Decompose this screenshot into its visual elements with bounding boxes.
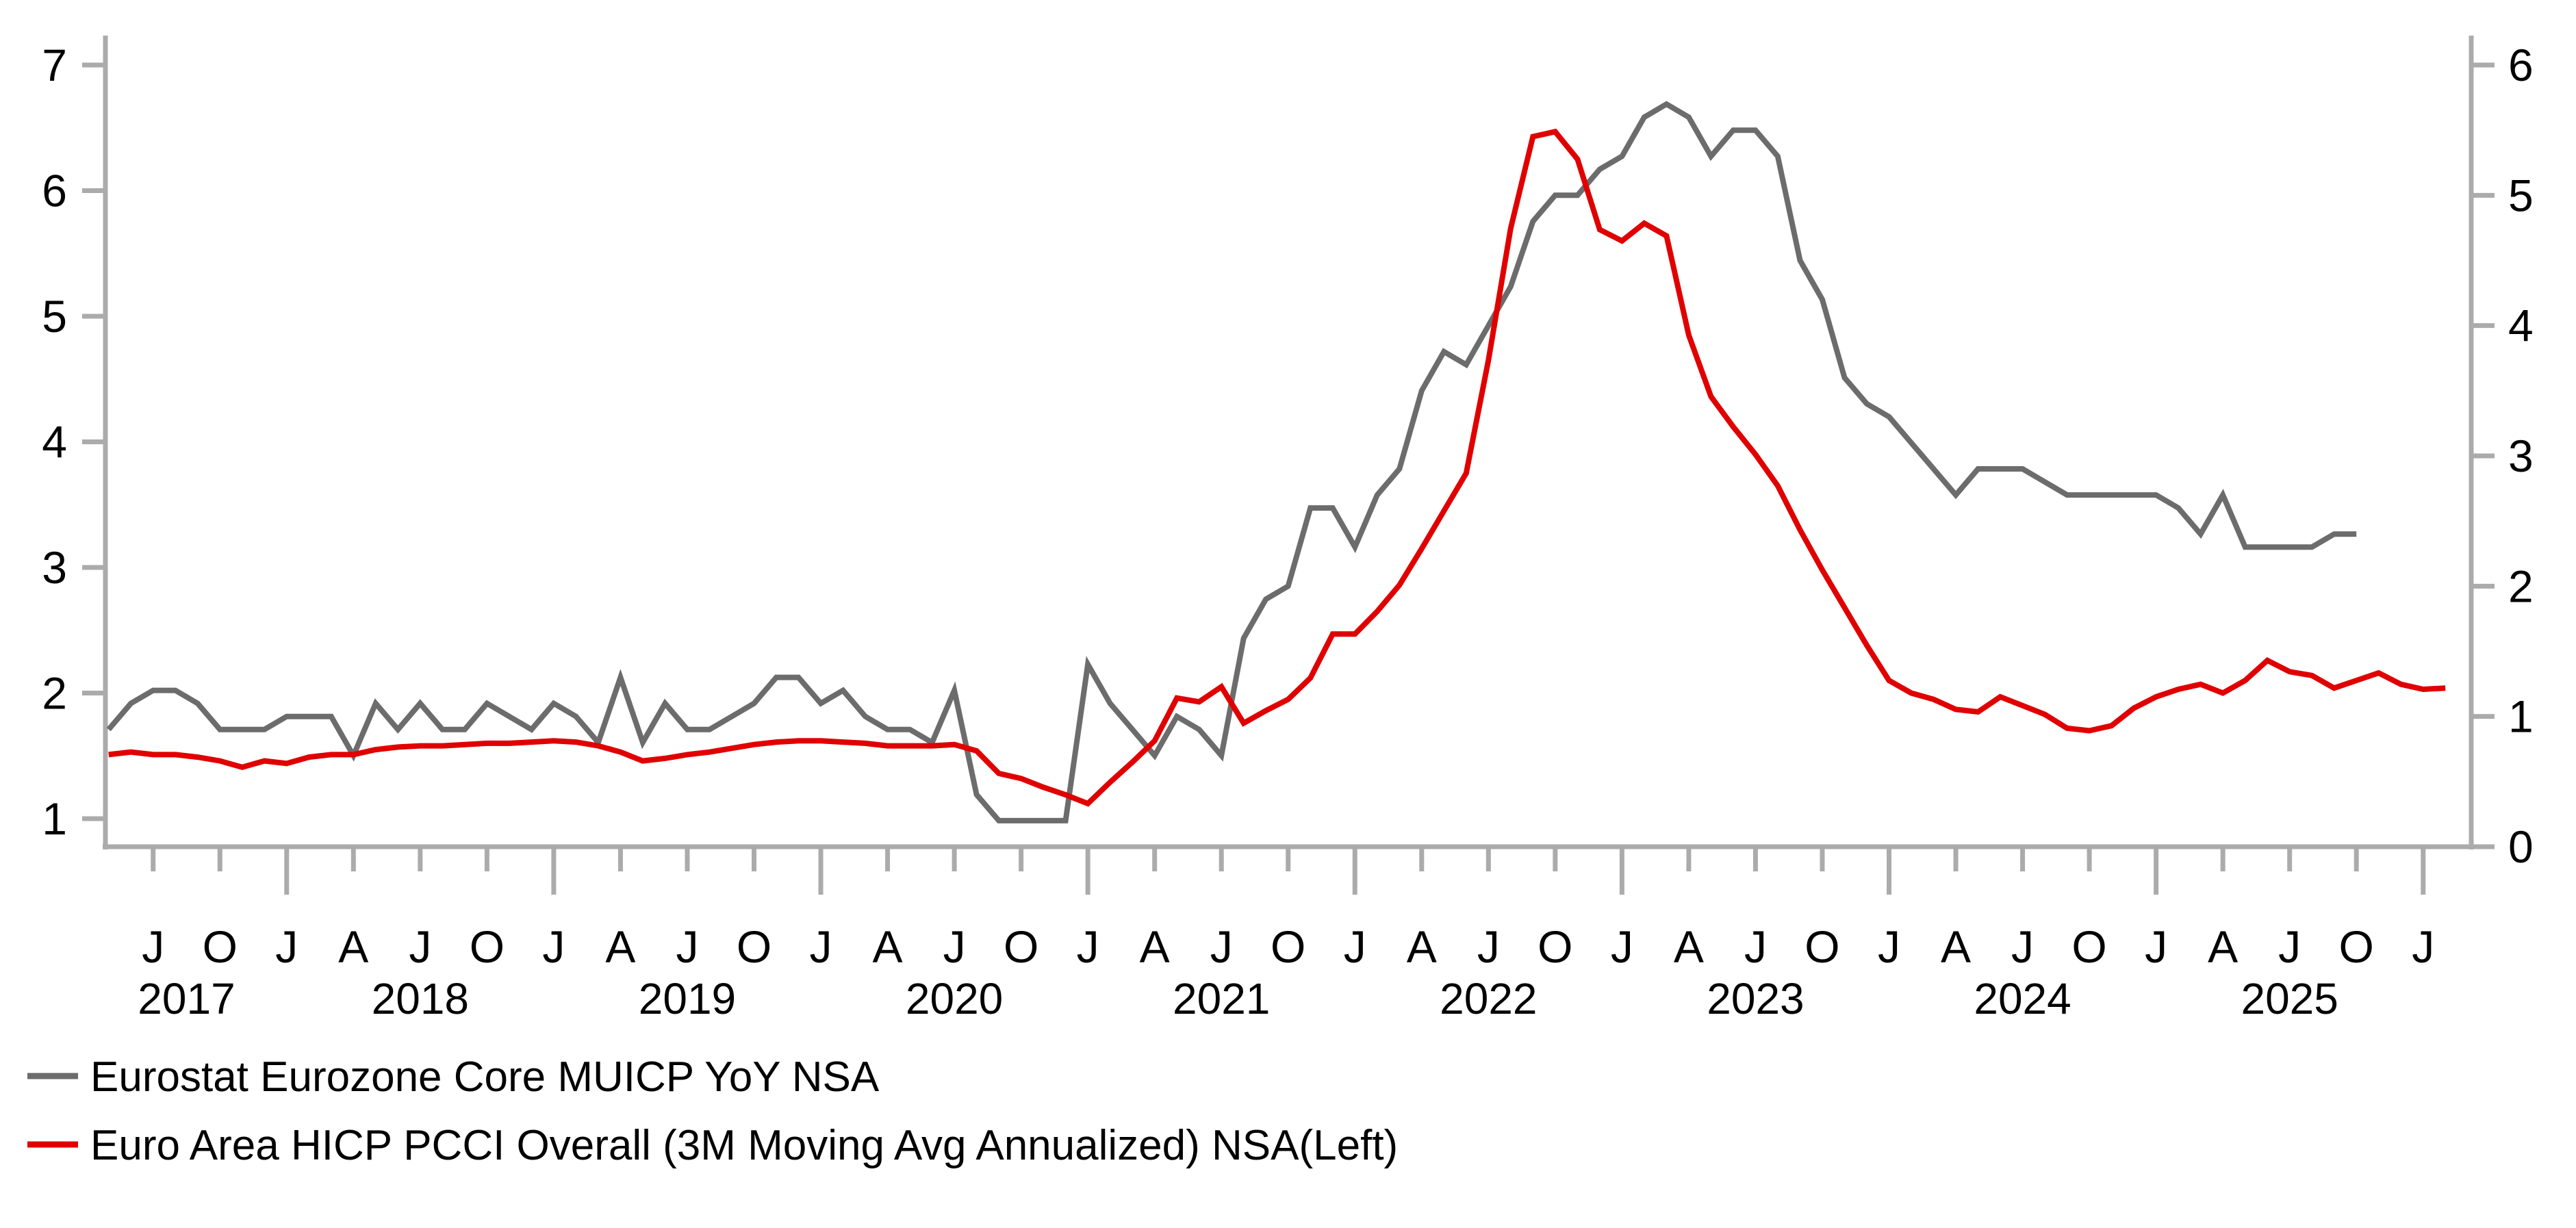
- x-year-label: 2021: [1173, 974, 1270, 1023]
- x-month-label: J: [1077, 921, 1099, 972]
- plot-area: [106, 101, 2446, 823]
- x-month-label: J: [275, 921, 298, 972]
- x-month-label: J: [2412, 921, 2434, 972]
- x-month-label: J: [1878, 921, 1900, 972]
- x-axis-ticks: [151, 847, 2426, 895]
- legend-label-pcci: Euro Area HICP PCCI Overall (3M Moving A…: [90, 1122, 1398, 1169]
- x-year-label: 2020: [906, 974, 1003, 1023]
- y-right-tick-label: 1: [2508, 691, 2534, 742]
- x-month-label: J: [1744, 921, 1767, 972]
- x-month-label: J: [2278, 921, 2301, 972]
- x-month-label: A: [1140, 921, 1170, 972]
- x-axis-year-labels: 2017 2018 2019 2020 2021 2022 2023 2024 2025: [138, 974, 2338, 1023]
- x-month-label: O: [203, 921, 238, 972]
- x-year-label: 2024: [1974, 974, 2071, 1023]
- x-month-label: O: [470, 921, 505, 972]
- x-month-label: J: [1477, 921, 1500, 972]
- x-month-label: A: [1407, 921, 1437, 972]
- y-axis-right-ticks: [2471, 62, 2495, 849]
- y-left-tick-label: 4: [42, 417, 67, 468]
- y-left-tick-label: 7: [42, 40, 67, 90]
- x-month-label: A: [605, 921, 635, 972]
- x-month-label: O: [1538, 921, 1572, 972]
- x-year-label: 2017: [138, 974, 235, 1023]
- y-right-tick-label: 6: [2508, 40, 2534, 90]
- y-axis-left-ticks: [82, 62, 105, 821]
- y-left-tick-label: 3: [42, 542, 67, 593]
- x-month-label: J: [1611, 921, 1633, 972]
- x-month-label: J: [943, 921, 966, 972]
- x-month-label: O: [1805, 921, 1839, 972]
- series-line-core-muicp: [106, 101, 2357, 823]
- legend-label-core-muicp: Eurostat Eurozone Core MUICP YoY NSA: [90, 1053, 880, 1101]
- x-year-label: 2018: [372, 974, 469, 1023]
- x-month-label: A: [2208, 921, 2238, 972]
- y-right-tick-label: 3: [2508, 431, 2534, 481]
- x-month-label: J: [676, 921, 698, 972]
- x-month-label: J: [1344, 921, 1366, 972]
- x-month-label: J: [1210, 921, 1233, 972]
- y-right-tick-label: 0: [2508, 821, 2534, 872]
- x-month-label: O: [1271, 921, 1305, 972]
- y-axis-right-labels: 6 5 4 3 2 1 0: [2508, 40, 2534, 872]
- x-month-label: J: [542, 921, 565, 972]
- y-axis-left-labels: 7 6 5 4 3 2 1: [42, 40, 67, 844]
- y-right-tick-label: 2: [2508, 561, 2534, 611]
- x-month-label: A: [1941, 921, 1971, 972]
- y-right-tick-label: 5: [2508, 170, 2534, 220]
- y-left-tick-label: 6: [42, 166, 67, 216]
- x-month-label: J: [2145, 921, 2167, 972]
- x-month-label: O: [2339, 921, 2374, 972]
- x-year-label: 2025: [2241, 974, 2338, 1023]
- x-month-label: J: [810, 921, 832, 972]
- x-month-label: J: [2011, 921, 2034, 972]
- y-left-tick-label: 2: [42, 668, 67, 719]
- series-line-pcci: [108, 128, 2446, 807]
- x-month-label: J: [409, 921, 431, 972]
- x-month-label: O: [737, 921, 771, 972]
- x-month-label: O: [2071, 921, 2106, 972]
- x-month-label: A: [873, 921, 903, 972]
- x-month-label: A: [1674, 921, 1704, 972]
- legend: Eurostat Eurozone Core MUICP YoY NSA Eur…: [27, 1053, 1398, 1169]
- x-year-label: 2022: [1440, 974, 1537, 1023]
- y-left-tick-label: 1: [42, 793, 67, 844]
- x-month-label: A: [338, 921, 368, 972]
- y-left-tick-label: 5: [42, 291, 67, 342]
- x-month-label: J: [142, 921, 164, 972]
- x-year-label: 2019: [639, 974, 736, 1023]
- y-right-tick-label: 4: [2508, 300, 2534, 351]
- x-month-label: O: [1004, 921, 1038, 972]
- x-year-label: 2023: [1707, 974, 1804, 1023]
